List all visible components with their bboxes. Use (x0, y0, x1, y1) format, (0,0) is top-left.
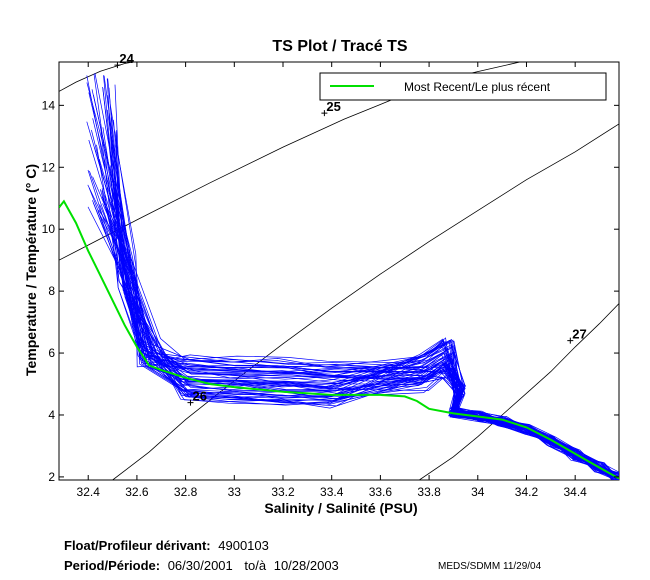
float-value: 4900103 (218, 538, 269, 553)
density-contour-2 (112, 123, 619, 480)
legend: Most Recent/Le plus récent (319, 72, 607, 101)
density-marker-24 (114, 62, 121, 69)
profile-line (103, 75, 616, 478)
y-tick-label: 6 (48, 346, 55, 360)
x-tick-label: 33.4 (320, 485, 344, 499)
density-label-24: 24 (119, 51, 134, 66)
y-tick-label: 8 (48, 284, 55, 298)
density-marker-25 (321, 110, 328, 117)
profile-line (115, 144, 614, 480)
period-end: 10/28/2003 (273, 558, 339, 573)
y-tick-label: 10 (42, 222, 56, 236)
profile-line (102, 88, 619, 480)
credit: MEDS/SDMM 11/29/04 (438, 561, 542, 572)
y-tick-label: 12 (42, 160, 56, 174)
profile-line (92, 176, 617, 480)
density-contour-0 (59, 62, 135, 92)
x-tick-label: 33.6 (369, 485, 393, 499)
density-label-27: 27 (572, 327, 586, 342)
series-line-most-recent (59, 199, 619, 480)
y-axis-label: Temperature / Température (° C) (23, 164, 39, 376)
density-label-25: 25 (326, 99, 340, 114)
period-line: Period/Période: 06/30/2001 to/à 10/28/20… (64, 558, 339, 573)
period-to: to/à (244, 558, 267, 573)
x-tick-label: 32.4 (77, 485, 101, 499)
profile-line (109, 165, 617, 479)
x-tick-label: 34.2 (515, 485, 539, 499)
y-tick-label: 14 (42, 98, 56, 112)
x-axis-label: Salinity / Salinité (PSU) (264, 500, 417, 516)
x-tick-label: 32.8 (174, 485, 198, 499)
density-label-26: 26 (192, 389, 206, 404)
chart-title: TS Plot / Tracé TS (272, 38, 407, 55)
profile-line (98, 211, 619, 478)
profile-line (94, 73, 619, 480)
density-contour-3 (419, 303, 619, 480)
profile-line (105, 157, 616, 474)
density-marker-27 (567, 337, 574, 344)
x-tick-label: 32.6 (125, 485, 149, 499)
float-label: Float/Profileur dérivant: (64, 538, 211, 553)
legend-label-most-recent: Most Recent/Le plus récent (404, 80, 551, 94)
x-tick-label: 33.2 (271, 485, 295, 499)
period-label: Period/Période: (64, 558, 161, 573)
plot-frame (58, 61, 620, 481)
x-tick-label: 33.8 (417, 485, 441, 499)
period-start: 06/30/2001 (167, 558, 233, 573)
x-tick-label: 34 (471, 485, 485, 499)
density-marker-26 (187, 399, 194, 406)
y-tick-label: 4 (48, 408, 55, 422)
x-tick-label: 34.4 (563, 485, 587, 499)
x-tick-label: 33 (228, 485, 242, 499)
float-line: Float/Profileur dérivant: 4900103 (64, 538, 269, 553)
y-tick-label: 2 (48, 470, 55, 484)
